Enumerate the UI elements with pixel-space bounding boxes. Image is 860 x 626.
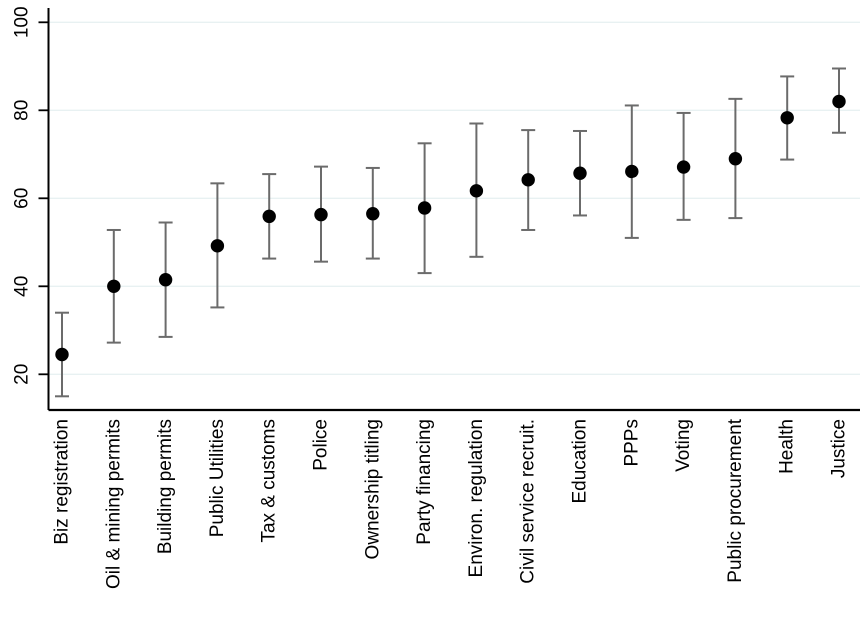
x-category-label: Oil & mining permits xyxy=(103,419,124,589)
data-point-marker xyxy=(573,166,587,180)
x-category-label: Police xyxy=(311,419,332,471)
data-point-marker xyxy=(676,160,691,174)
data-point-marker xyxy=(780,111,794,125)
data-point-marker xyxy=(55,347,69,362)
data-point-marker xyxy=(158,273,173,287)
x-category-label: Building permits xyxy=(155,419,176,554)
data-point-marker xyxy=(210,239,225,253)
x-category-label: PPPs xyxy=(621,419,642,467)
axes-group xyxy=(47,8,860,412)
markers-group xyxy=(55,94,846,362)
data-point-marker xyxy=(366,207,380,221)
x-category-label: Ownership titling xyxy=(362,419,383,559)
x-category-label: Voting xyxy=(673,419,694,472)
data-point-marker xyxy=(469,184,484,198)
data-point-marker xyxy=(107,279,121,293)
x-category-label: Public procurement xyxy=(725,418,746,582)
x-category-label: Health xyxy=(777,419,798,474)
x-category-label: Public Utilities xyxy=(207,419,228,537)
x-category-label: Biz registration xyxy=(52,419,73,545)
x-category-label: Education xyxy=(570,419,591,504)
gridlines-group xyxy=(48,21,860,375)
y-tick-label: 60 xyxy=(12,188,33,209)
y-tick-label: 80 xyxy=(12,100,33,121)
x-category-label: Justice xyxy=(829,419,850,478)
x-category-labels-group: Biz registration Oil & mining permits Buil… xyxy=(52,418,850,589)
data-point-marker xyxy=(832,94,846,109)
data-point-marker xyxy=(625,164,639,179)
y-tick-label: 40 xyxy=(12,276,33,297)
x-category-label: Civil service recruit. xyxy=(518,419,539,584)
y-tick-label: 20 xyxy=(12,364,33,385)
error-bars-group xyxy=(55,67,846,398)
data-point-marker xyxy=(521,173,535,187)
x-category-label: Tax & customs xyxy=(259,419,280,543)
y-ticks-group xyxy=(38,21,49,376)
data-point-marker xyxy=(728,152,743,166)
data-point-marker xyxy=(314,207,328,222)
x-category-label: Party financing xyxy=(414,419,435,545)
data-point-marker xyxy=(262,209,276,224)
y-tick-labels-group: 20 40 60 80 100 xyxy=(12,6,33,384)
y-tick-label: 100 xyxy=(12,6,33,38)
x-category-label: Environ. regulation xyxy=(466,419,487,577)
data-point-marker xyxy=(417,201,432,215)
